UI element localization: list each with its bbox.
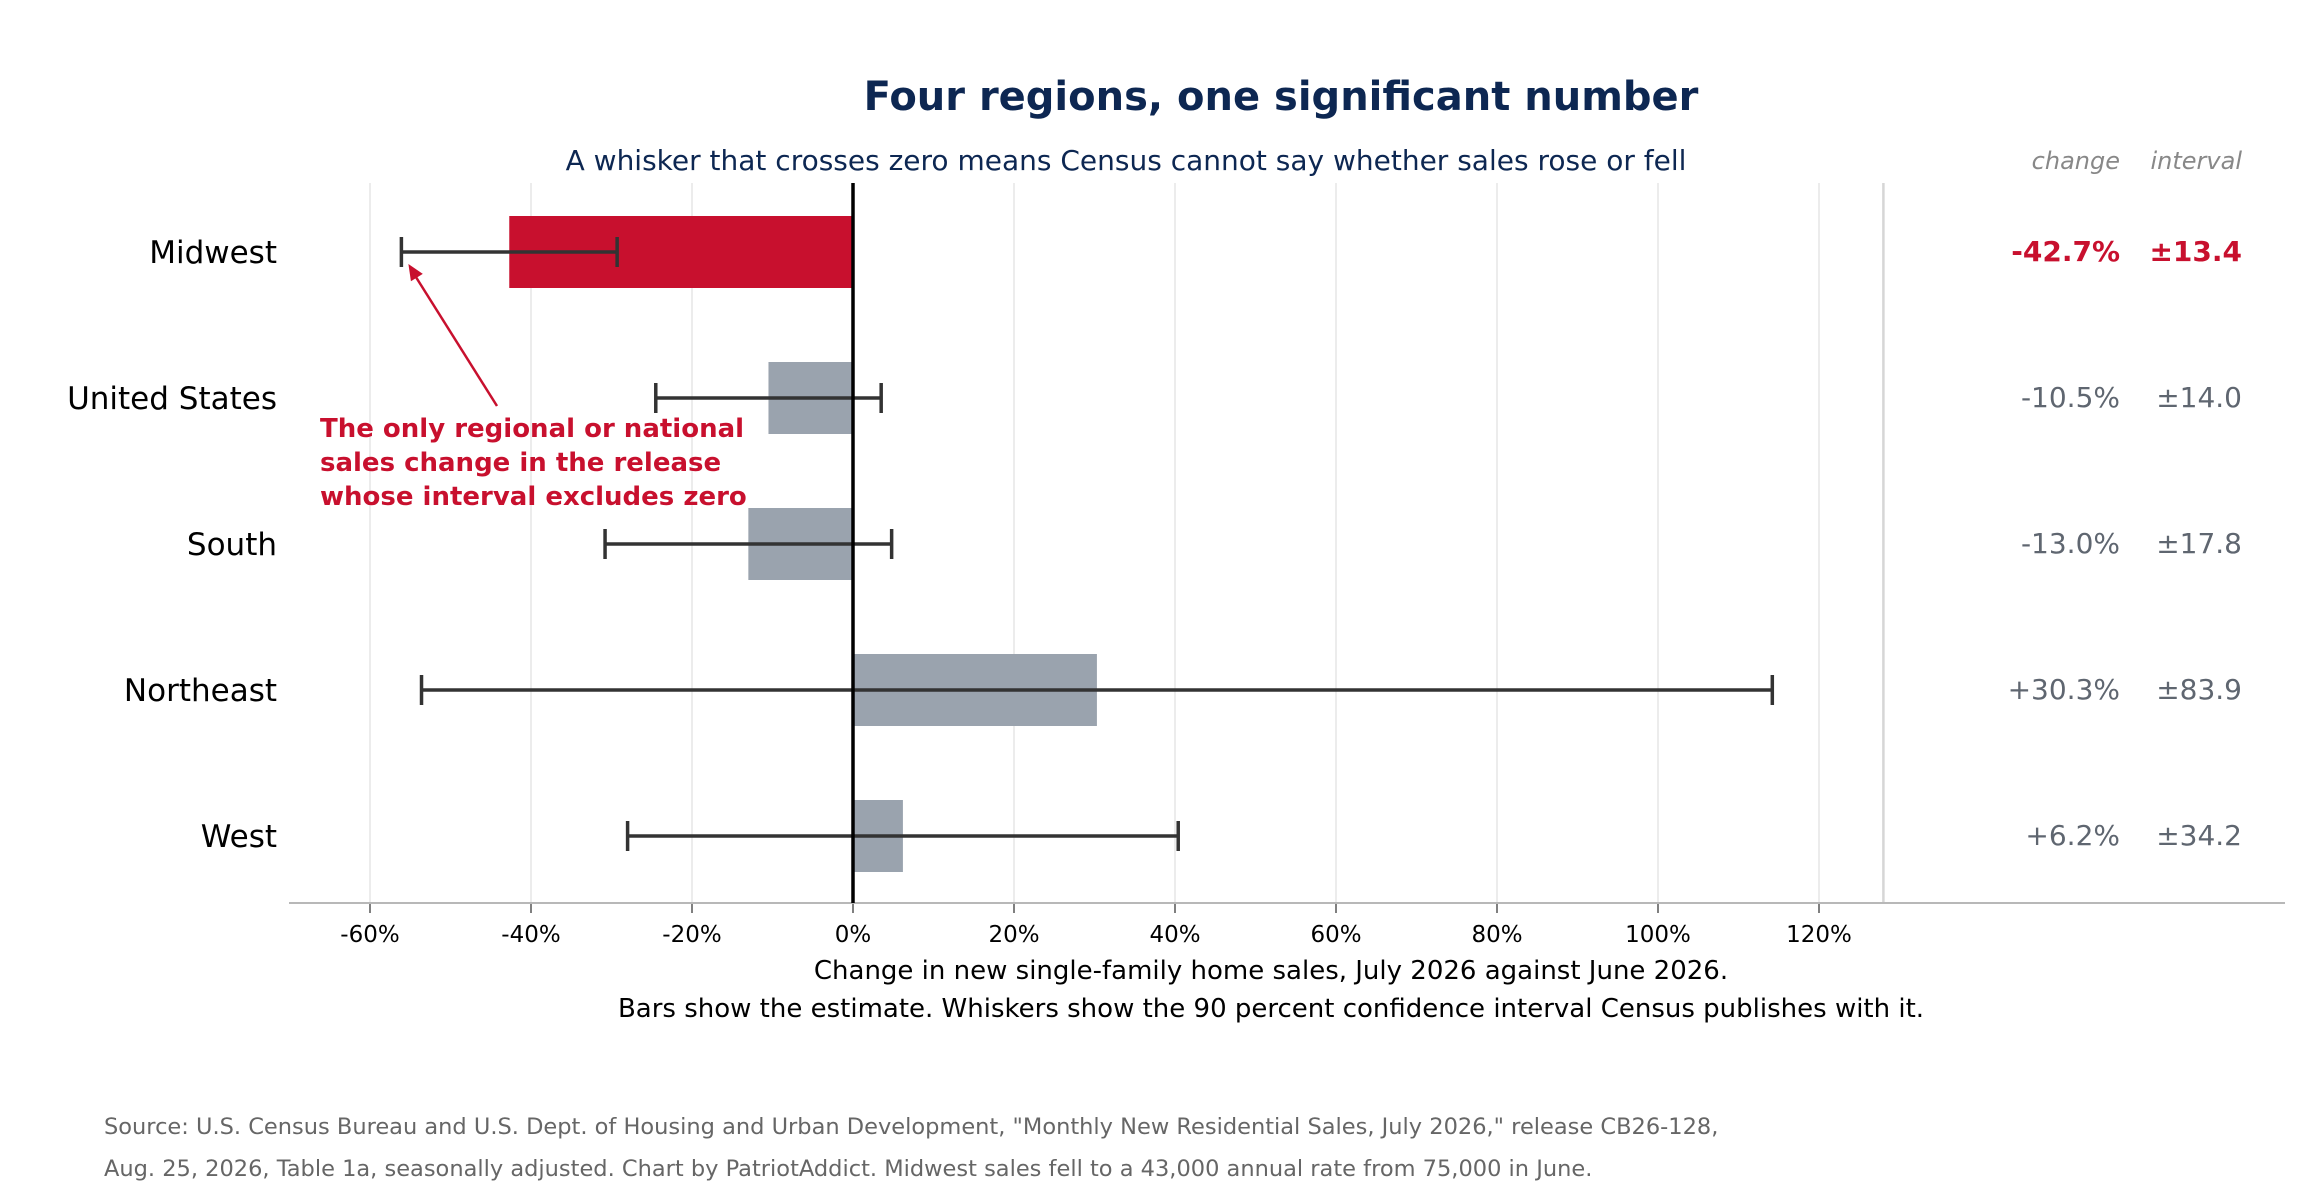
grid-layer: -60% -40% -20% 0% 20% 40% 60% 80% 100% 120% bbox=[289, 183, 2285, 948]
table-header-interval: interval bbox=[2151, 147, 2243, 175]
change-label: -13.0% bbox=[2021, 527, 2120, 560]
category-label: United States bbox=[67, 381, 277, 417]
x-tick-label: 20% bbox=[988, 922, 1039, 948]
category-label: Midwest bbox=[149, 235, 277, 271]
x-tick-label: 40% bbox=[1149, 922, 1200, 948]
source-note: Source: U.S. Census Bureau and U.S. Dept… bbox=[104, 1106, 2104, 1190]
interval-label: ±83.9 bbox=[2156, 673, 2242, 706]
annotation-arrow-line bbox=[412, 272, 499, 407]
interval-label: ±34.2 bbox=[2156, 819, 2242, 852]
x-tick-label: 80% bbox=[1471, 922, 1522, 948]
interval-label: ±17.8 bbox=[2156, 527, 2242, 560]
annotation-layer: The only regional or national sales chan… bbox=[320, 264, 747, 512]
category-label: West bbox=[201, 819, 277, 855]
chart-title: Four regions, one significant number bbox=[864, 74, 1699, 120]
label-layer: Midwest -42.7% ±13.4 United States -10.5% ±14… bbox=[67, 235, 2242, 855]
x-tick-label: -40% bbox=[501, 922, 560, 948]
x-tick-label: 0% bbox=[835, 922, 872, 948]
x-axis-note: Bars show the estimate. Whiskers show th… bbox=[618, 994, 1924, 1024]
x-tick-label: -60% bbox=[340, 922, 399, 948]
x-tick-label: 100% bbox=[1625, 922, 1691, 948]
category-label: Northeast bbox=[124, 673, 277, 709]
annotation-line-2: sales change in the release bbox=[320, 448, 721, 478]
interval-label: ±13.4 bbox=[2149, 235, 2242, 268]
change-label: +6.2% bbox=[2025, 819, 2120, 852]
interval-label: ±14.0 bbox=[2156, 381, 2242, 414]
annotation-line-3: whose interval excludes zero bbox=[320, 482, 747, 512]
change-label: -10.5% bbox=[2021, 381, 2120, 414]
source-line-1: Source: U.S. Census Bureau and U.S. Dept… bbox=[104, 1114, 1719, 1140]
category-label: South bbox=[187, 527, 277, 563]
change-label: -42.7% bbox=[2011, 235, 2120, 268]
chart-subtitle: A whisker that crosses zero means Census… bbox=[566, 144, 1687, 177]
change-label: +30.3% bbox=[2008, 673, 2120, 706]
source-line-2: Aug. 25, 2026, Table 1a, seasonally adju… bbox=[104, 1156, 1593, 1182]
x-tick-label: 60% bbox=[1310, 922, 1361, 948]
x-tick-label: 120% bbox=[1786, 922, 1852, 948]
x-tick-label: -20% bbox=[662, 922, 721, 948]
annotation-line-1: The only regional or national bbox=[320, 414, 744, 444]
table-header-change: change bbox=[2032, 147, 2120, 175]
x-axis-label: Change in new single-family home sales, … bbox=[814, 956, 1728, 986]
whisker-layer bbox=[399, 183, 1775, 903]
annotation-arrow-head bbox=[408, 264, 423, 282]
